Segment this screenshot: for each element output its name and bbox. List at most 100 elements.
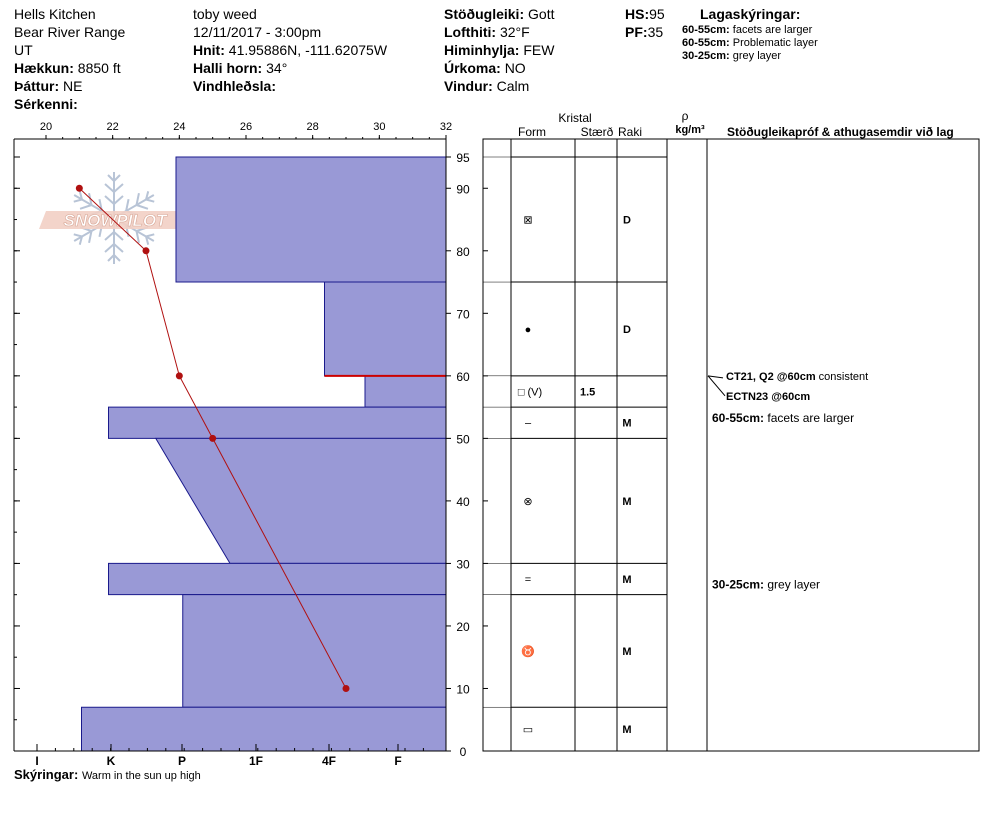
hardness-layer <box>108 406 447 439</box>
hardness-tick-label: I <box>35 754 38 768</box>
sky-value: FEW <box>523 42 555 58</box>
height-tick-label: 10 <box>456 682 470 696</box>
moisture-value: D <box>623 215 631 227</box>
hardness-layer <box>175 156 447 283</box>
coords-value: 41.95886N, -111.62075W <box>228 42 388 58</box>
coords-label: Hnit: <box>193 42 225 58</box>
air-temp-row: Lofthiti: 32°F <box>444 23 530 41</box>
hardness-layer <box>364 375 447 408</box>
legend-item: 60-55cm: facets are larger <box>682 24 812 37</box>
moisture-header: Raki <box>618 125 642 139</box>
height-tick-label: 0 <box>460 745 467 759</box>
footer-label: Skýringar: <box>14 767 79 782</box>
grain-form-symbol: ⊠ <box>523 215 532 227</box>
hardness-tick-label: 4F <box>322 754 336 768</box>
density-unit: kg/m³ <box>675 124 705 136</box>
elevation-label: Hækkun: <box>14 60 74 76</box>
mountain-range: Bear River Range <box>14 24 126 40</box>
grain-form-symbol: = <box>525 574 531 586</box>
form-header: Form <box>518 125 546 139</box>
air-temp-value: 32°F <box>499 24 530 40</box>
slope-value: 34° <box>266 60 288 76</box>
temp-tick-label: 20 <box>40 121 52 133</box>
legend-range: 60-55cm: <box>682 37 730 49</box>
grain-form-symbol: ♉ <box>521 645 535 658</box>
test-arrow-line <box>707 375 726 397</box>
hs-value: 95 <box>649 6 665 22</box>
hs-row: HS:95 <box>625 5 665 23</box>
moisture-value: M <box>622 574 631 586</box>
wind-row: Vindur: Calm <box>444 77 529 95</box>
grain-form-symbol: □ (V) <box>518 386 542 398</box>
hardness-layer <box>154 437 447 564</box>
sky-row: Himinhylja: FEW <box>444 41 554 59</box>
layer-comment: 30-25cm: grey layer <box>712 577 820 591</box>
legend-range: 30-25cm: <box>682 50 730 62</box>
pf-label: PF: <box>625 24 648 40</box>
air-temp-label: Lofthiti: <box>444 24 497 40</box>
elevation-value: 8850 ft <box>77 60 121 76</box>
layer-comment: 60-55cm: facets are larger <box>712 411 854 425</box>
legend-item: 60-55cm: Problematic layer <box>682 37 818 50</box>
slope-row: Halli horn: 34° <box>193 59 287 77</box>
height-tick-label: 90 <box>456 182 470 196</box>
aspect-row: Þáttur: NE <box>14 77 82 95</box>
grain-form-symbol: – <box>525 418 532 430</box>
height-tick-label: 20 <box>456 620 470 634</box>
grain-form-symbol: ⊗ <box>523 496 532 508</box>
temp-tick-label: 30 <box>373 121 385 133</box>
height-tick-label: 60 <box>456 370 470 384</box>
legend-title-text: Lagaskýringar: <box>700 6 801 22</box>
stability-test-1: CT21, Q2 @60cm consistent <box>726 371 868 383</box>
temperature-point <box>142 247 150 255</box>
temp-tick-label: 32 <box>440 121 452 133</box>
wind-loading-row: Vindhleðsla: <box>193 77 276 95</box>
hardness-tick-label: F <box>394 754 401 768</box>
hardness-tick-label: K <box>107 754 116 768</box>
legend-text: grey layer <box>732 50 782 62</box>
aspect-label: Þáttur: <box>14 78 60 94</box>
hs-label: HS: <box>625 6 650 22</box>
temp-tick-label: 28 <box>307 121 319 133</box>
moisture-value: D <box>623 324 631 336</box>
footer-notes: Skýringar: Warm in the sun up high <box>14 766 201 785</box>
legend-range: 60-55cm: <box>682 24 730 36</box>
datetime: 12/11/2017 - 3:00pm <box>193 24 322 40</box>
pf-row: PF:35 <box>625 23 663 41</box>
legend-title: Lagaskýringar: <box>700 5 800 23</box>
grain-form-symbol: ● <box>525 324 532 336</box>
coords-row: Hnit: 41.95886N, -111.62075W <box>193 41 387 59</box>
precip-value: NO <box>504 60 526 76</box>
snowpilot-logo: SNOWPILOT <box>39 172 191 265</box>
hardness-layer <box>324 281 447 377</box>
features-row: Sérkenni: <box>14 95 78 113</box>
features-label: Sérkenni: <box>14 96 78 112</box>
hardness-layer <box>182 594 447 708</box>
temperature-point <box>175 372 183 380</box>
height-tick-label: 70 <box>456 307 470 321</box>
height-tick-label: 40 <box>456 495 470 509</box>
hardness-tick-label: P <box>178 754 186 768</box>
precip-label: Úrkoma: <box>444 60 501 76</box>
grain-form-symbol: ▭ <box>523 724 533 736</box>
observer: toby weed <box>193 6 257 22</box>
size-header: Stærð <box>581 125 614 139</box>
state: UT <box>14 42 33 58</box>
density-symbol: ρ <box>682 109 689 123</box>
slope-label: Halli horn: <box>193 60 263 76</box>
wind-label: Vindur: <box>444 78 493 94</box>
stability-row: Stöðugleiki: Gott <box>444 5 554 23</box>
crystal-header: Kristal <box>558 111 591 125</box>
snowflake-icon <box>68 172 160 265</box>
grain-size: 1.5 <box>580 386 595 398</box>
legend-text: facets are larger <box>732 24 813 36</box>
footer-text: Warm in the sun up high <box>81 770 201 782</box>
height-tick-label: 80 <box>456 245 470 259</box>
temperature-point <box>209 434 217 442</box>
legend-item: 30-25cm: grey layer <box>682 50 781 63</box>
moisture-value: M <box>622 646 631 658</box>
logo-text: SNOWPILOT <box>64 211 169 230</box>
temp-tick-label: 22 <box>107 121 119 133</box>
moisture-value: M <box>622 724 631 736</box>
